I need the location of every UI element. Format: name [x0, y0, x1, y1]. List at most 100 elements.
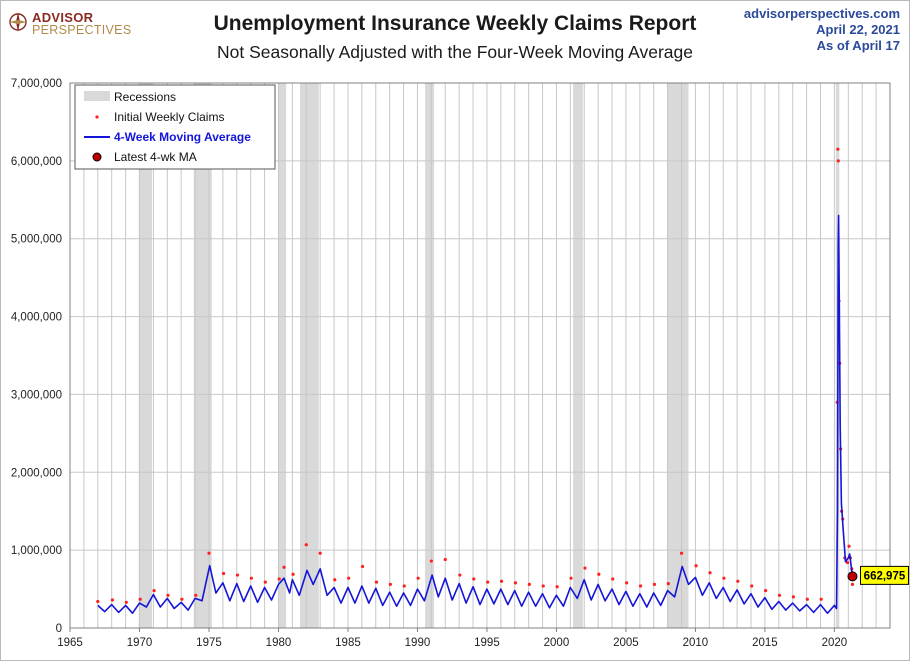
claims-point — [527, 582, 531, 587]
claims-point — [235, 573, 240, 577]
x-tick-label: 2015 — [752, 637, 778, 649]
chart-title: Unemployment Insurance Weekly Claims Rep… — [213, 12, 697, 35]
legend-label-claims: Initial Weekly Claims — [114, 110, 224, 124]
claims-point — [96, 599, 100, 604]
claims-point — [569, 576, 573, 580]
claims-point — [429, 559, 433, 563]
legend-label-latest: Latest 4-wk MA — [114, 150, 197, 164]
recession-band — [278, 83, 287, 628]
claims-point — [360, 564, 365, 569]
claims-point — [443, 557, 447, 562]
y-tick-label: 2,000,000 — [11, 467, 62, 479]
claims-point — [850, 582, 855, 587]
claims-point — [180, 597, 184, 601]
claims-point — [625, 581, 629, 585]
claims-point — [666, 582, 670, 586]
claims-point — [416, 576, 420, 580]
x-tick-label: 1995 — [474, 637, 500, 649]
recession-band — [573, 83, 583, 628]
y-axis-ticks: 0 1,000,000 2,000,000 3,000,000 4,000,000 5,0… — [11, 78, 62, 635]
claims-point — [458, 573, 462, 577]
x-tick-label: 1980 — [266, 637, 292, 649]
claims-point — [750, 584, 754, 588]
claims-point — [836, 159, 840, 163]
recession-band — [138, 83, 152, 628]
legend-recession-swatch — [84, 91, 110, 101]
claims-point — [282, 565, 286, 569]
claims-point — [638, 584, 643, 588]
claims-point — [708, 571, 712, 575]
claims-point — [555, 585, 559, 589]
source-url[interactable]: advisorperspectives.com — [743, 6, 900, 21]
initial-claims-series — [96, 147, 855, 604]
claims-point — [249, 576, 253, 580]
moving-average-series — [97, 214, 854, 614]
claims-point — [597, 572, 601, 576]
legend-label-moving-average: 4-Week Moving Average — [114, 130, 251, 144]
x-tick-label: 1975 — [196, 637, 222, 649]
x-tick-label: 1970 — [127, 637, 153, 649]
claims-point — [777, 593, 782, 597]
logo-text-advisor: ADVISOR — [32, 10, 94, 25]
claims-point — [583, 566, 587, 570]
recession-band — [193, 83, 212, 628]
claims-point — [402, 584, 406, 588]
x-tick-label: 2020 — [822, 637, 848, 649]
claims-point — [847, 544, 851, 548]
advisor-perspectives-logo: ADVISOR PERSPECTIVES — [8, 8, 138, 38]
claims-point — [166, 593, 170, 597]
source-block: advisorperspectives.com April 22, 2021 A… — [744, 6, 900, 54]
x-tick-label: 1990 — [405, 637, 431, 649]
latest-value-label: 662,975 — [864, 570, 906, 582]
claims-point — [138, 597, 142, 601]
recession-bands — [138, 83, 840, 628]
claims-point — [110, 598, 114, 602]
y-tick-label: 7,000,000 — [11, 78, 62, 90]
claims-point — [819, 597, 823, 601]
claims-point — [764, 589, 768, 593]
claims-point — [388, 582, 392, 587]
y-tick-label: 5,000,000 — [11, 234, 62, 246]
claims-point — [611, 577, 615, 581]
recession-band — [666, 83, 689, 628]
x-tick-label: 1985 — [335, 637, 361, 649]
claims-point — [124, 600, 128, 604]
claims-point — [263, 580, 267, 584]
claims-point — [291, 572, 295, 576]
logo-text-perspectives: PERSPECTIVES — [32, 23, 132, 37]
claims-point — [736, 579, 740, 583]
claims-point — [846, 561, 850, 565]
y-tick-label: 6,000,000 — [11, 156, 62, 168]
claims-point — [486, 580, 490, 584]
claims-point — [836, 147, 840, 151]
claims-point — [722, 576, 726, 580]
claims-point — [152, 589, 156, 593]
claims-point — [304, 543, 308, 547]
claims-point — [805, 597, 809, 601]
claims-point — [207, 551, 211, 555]
legend-label-recessions: Recessions — [114, 90, 176, 104]
moving-average-line — [97, 214, 854, 614]
y-tick-label: 1,000,000 — [11, 545, 62, 557]
x-tick-label: 2005 — [613, 637, 639, 649]
claims-point — [513, 581, 518, 585]
legend-claims-swatch — [95, 115, 99, 119]
latest-marker-group: 662,975 — [847, 565, 909, 585]
claims-point — [679, 551, 684, 555]
claims-point — [221, 571, 226, 576]
claims-point — [652, 582, 657, 587]
chart-legend: Recessions Initial Weekly Claims 4-Week … — [74, 84, 276, 170]
claims-point — [333, 578, 337, 582]
claims-point — [194, 593, 198, 597]
claims-point — [472, 577, 476, 581]
y-tick-label: 3,000,000 — [11, 389, 62, 401]
claims-point — [694, 564, 698, 568]
x-axis-ticks: 1965 1970 1975 1980 1985 1990 1995 2000 2005 2010… — [57, 628, 847, 649]
claims-point — [277, 577, 281, 581]
y-tick-label: 0 — [56, 623, 62, 635]
x-tick-label: 2010 — [683, 637, 709, 649]
recession-band — [425, 83, 435, 628]
y-tick-label: 4,000,000 — [11, 312, 62, 324]
x-tick-label: 1965 — [57, 637, 83, 649]
